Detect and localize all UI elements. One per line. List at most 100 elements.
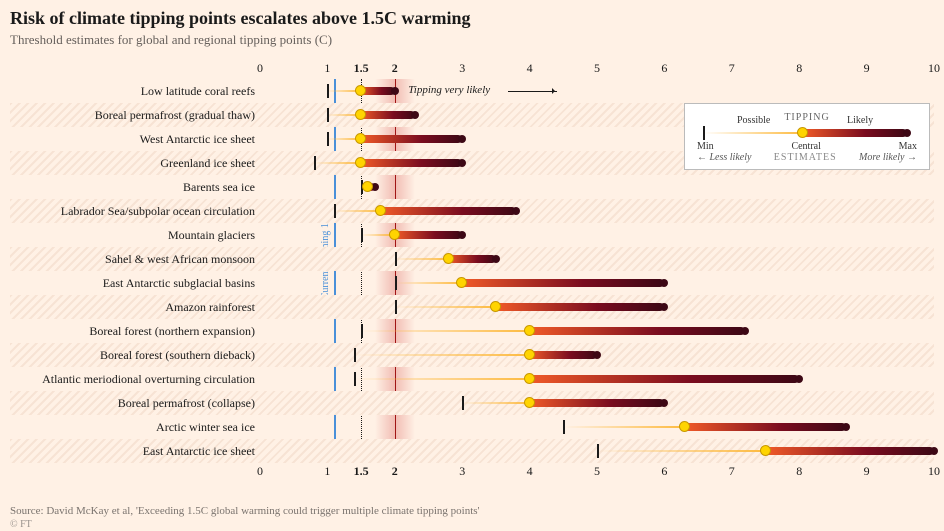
central-marker — [443, 253, 454, 264]
chart-area: Current warming 1.1CLow latitude coral r… — [10, 55, 934, 485]
likely-range — [361, 87, 395, 95]
max-marker — [842, 423, 850, 431]
x-tick-bottom: 3 — [452, 464, 472, 479]
chart-row: East Antarctic subglacial basins — [10, 271, 934, 295]
chart-row: Atlantic meriodional overturning circula… — [10, 367, 934, 391]
x-tick-top: 8 — [789, 61, 809, 76]
max-marker — [411, 111, 419, 119]
max-marker — [391, 87, 399, 95]
chart-row: Barents sea ice — [10, 175, 934, 199]
likely-range — [381, 207, 516, 215]
row-label: Sahel & west African monsoon — [10, 252, 255, 267]
x-tick-bottom: 8 — [789, 464, 809, 479]
x-tick-bottom: 9 — [857, 464, 877, 479]
chart-row: Arctic winter sea ice — [10, 415, 934, 439]
central-marker — [524, 325, 535, 336]
min-marker — [361, 324, 363, 338]
legend-title: TIPPING — [697, 112, 917, 123]
min-marker — [354, 348, 356, 362]
row-label: Barents sea ice — [10, 180, 255, 195]
possible-range — [462, 402, 529, 404]
min-marker — [354, 372, 356, 386]
x-tick-bottom: 2 — [385, 464, 405, 479]
min-marker — [395, 252, 397, 266]
row-label: Low latitude coral reefs — [10, 84, 255, 99]
chart-subtitle: Threshold estimates for global and regio… — [10, 32, 332, 48]
likely-range — [449, 255, 496, 263]
likely-range — [766, 447, 935, 455]
min-marker — [327, 108, 329, 122]
x-tick-top: 1.5 — [351, 61, 371, 76]
central-marker — [524, 349, 535, 360]
possible-range — [597, 450, 766, 452]
central-marker — [524, 397, 535, 408]
central-marker — [524, 373, 535, 384]
chart-page: Risk of climate tipping points escalates… — [0, 0, 944, 531]
copyright-text: © FT — [10, 519, 32, 530]
source-text: Source: David McKay et al, 'Exceeding 1.… — [10, 505, 480, 517]
row-label: Boreal forest (northern expansion) — [10, 324, 255, 339]
max-marker — [660, 279, 668, 287]
chart-row: Boreal forest (northern expansion) — [10, 319, 934, 343]
x-tick-top: 0 — [250, 61, 270, 76]
chart-row: Labrador Sea/subpolar ocean circulation — [10, 199, 934, 223]
row-label: Boreal permafrost (gradual thaw) — [10, 108, 255, 123]
x-tick-top: 6 — [654, 61, 674, 76]
x-tick-top: 2 — [385, 61, 405, 76]
row-label: Amazon rainforest — [10, 300, 255, 315]
row-label: Mountain glaciers — [10, 228, 255, 243]
min-marker — [462, 396, 464, 410]
max-marker — [492, 255, 500, 263]
max-marker — [512, 207, 520, 215]
tipping-arrow — [508, 91, 556, 92]
row-label: Atlantic meriodional overturning circula… — [10, 372, 255, 387]
likely-range — [530, 375, 800, 383]
likely-range — [462, 279, 664, 287]
x-tick-top: 7 — [722, 61, 742, 76]
x-tick-top: 1 — [317, 61, 337, 76]
central-marker — [679, 421, 690, 432]
likely-range — [530, 399, 665, 407]
row-label: Boreal permafrost (collapse) — [10, 396, 255, 411]
possible-range — [563, 426, 684, 428]
tipping-note: Tipping very likely — [408, 84, 490, 96]
likely-range — [530, 327, 746, 335]
legend: TIPPINGPossibleLikelyMinCentralMax← Less… — [684, 103, 930, 170]
chart-row: Boreal forest (southern dieback) — [10, 343, 934, 367]
row-label: Arctic winter sea ice — [10, 420, 255, 435]
x-tick-top: 3 — [452, 61, 472, 76]
x-tick-bottom: 1.5 — [351, 464, 371, 479]
likely-range — [395, 231, 462, 239]
row-label: East Antarctic ice sheet — [10, 444, 255, 459]
possible-range — [395, 282, 462, 284]
max-marker — [458, 135, 466, 143]
x-tick-top: 10 — [924, 61, 944, 76]
min-marker — [597, 444, 599, 458]
x-tick-bottom: 1 — [317, 464, 337, 479]
possible-range — [354, 354, 529, 356]
possible-range — [361, 330, 530, 332]
central-marker — [760, 445, 771, 456]
max-marker — [458, 159, 466, 167]
possible-range — [354, 378, 529, 380]
x-tick-bottom: 0 — [250, 464, 270, 479]
max-marker — [930, 447, 938, 455]
x-tick-bottom: 4 — [520, 464, 540, 479]
x-tick-top: 9 — [857, 61, 877, 76]
x-tick-bottom: 5 — [587, 464, 607, 479]
row-label: West Antarctic ice sheet — [10, 132, 255, 147]
legend-bar: PossibleLikely — [697, 127, 917, 139]
max-marker — [593, 351, 601, 359]
chart-row: East Antarctic ice sheet — [10, 439, 934, 463]
row-label: Boreal forest (southern dieback) — [10, 348, 255, 363]
min-marker — [327, 132, 329, 146]
chart-row: Boreal permafrost (collapse) — [10, 391, 934, 415]
possible-range — [395, 306, 496, 308]
min-marker — [563, 420, 565, 434]
max-marker — [660, 303, 668, 311]
likely-range — [361, 111, 415, 119]
x-tick-bottom: 7 — [722, 464, 742, 479]
possible-range — [314, 162, 361, 164]
likely-range — [361, 159, 462, 167]
likely-range — [530, 351, 597, 359]
